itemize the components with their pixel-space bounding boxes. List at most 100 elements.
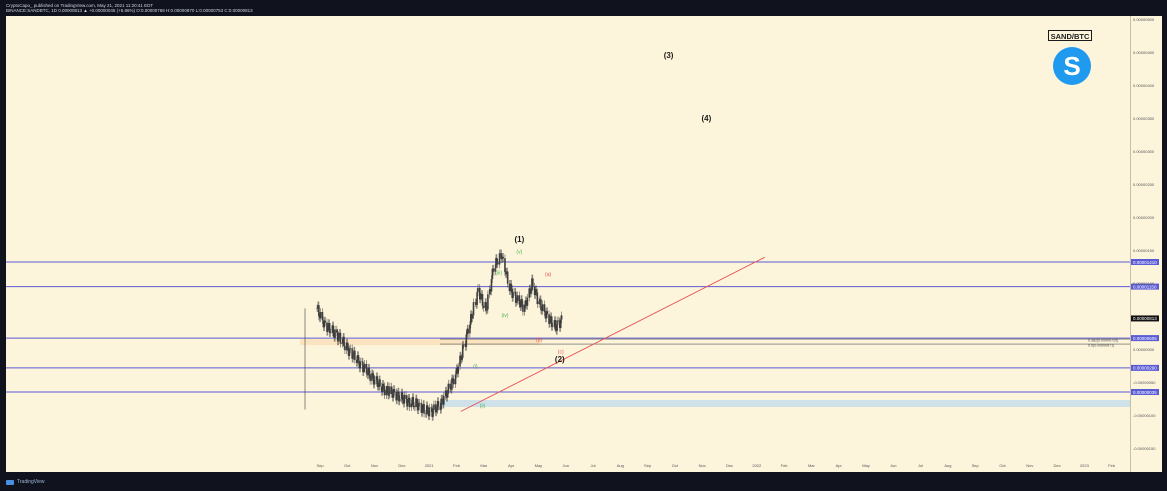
pair-badge: SAND/BTC S (1048, 30, 1092, 86)
candle-body (484, 302, 486, 308)
footer-brand: TradingView (17, 479, 45, 485)
candle-body (558, 320, 560, 322)
price-axis[interactable] (1130, 16, 1162, 472)
time-tick-label: 2023 (1080, 463, 1090, 468)
time-tick-label: Feb (453, 463, 461, 468)
time-tick-label: Nov (699, 463, 706, 468)
wave-label-major: (3) (664, 51, 674, 60)
time-tick-label: Oct (999, 463, 1006, 468)
wave-label-major: (4) (701, 114, 711, 123)
candle-body (427, 410, 430, 417)
candle-body (482, 305, 485, 308)
candle-body (556, 320, 558, 331)
price-tick-label: 0.00000400 (1133, 83, 1155, 88)
candle-body (411, 397, 414, 404)
candle-body (349, 348, 352, 350)
candle-body (508, 283, 511, 292)
candle-body (324, 320, 326, 323)
candle-body (346, 342, 349, 348)
candle-body (354, 350, 356, 360)
candle-body (407, 397, 410, 399)
candle-body (470, 314, 472, 325)
candle-body (529, 288, 531, 294)
candle-body (512, 292, 514, 298)
candle-body (457, 366, 460, 374)
candle-body (535, 289, 538, 293)
candle-body (459, 355, 461, 367)
sand-logo-icon: S (1053, 47, 1091, 85)
time-tick-label: Feb (1108, 463, 1116, 468)
candle-body (327, 323, 330, 327)
candle-body (363, 363, 366, 369)
candle-body (540, 299, 542, 310)
candle-body (328, 323, 331, 334)
candle-body (541, 309, 543, 311)
candle-body (431, 408, 433, 417)
candle-body (355, 359, 358, 363)
time-tick-label: Sep (972, 463, 980, 468)
candle-body (387, 386, 389, 396)
candle-body (560, 315, 563, 320)
candle-body (444, 390, 447, 396)
candle-body (347, 347, 350, 356)
candle-body (514, 291, 517, 303)
publisher-line: CryptoCapo_ published on TradingView.com… (6, 3, 154, 8)
candle-body (397, 391, 399, 394)
candle-body (506, 271, 509, 284)
candle-body (366, 373, 369, 376)
wave-label-minor: (v) (516, 249, 522, 255)
candle-body (475, 303, 478, 305)
candle-body (425, 413, 427, 415)
fib-label: 0.5(0.00000671) (1088, 344, 1114, 348)
candle-body (416, 398, 418, 404)
candle-body (383, 386, 386, 396)
candle-body (555, 328, 558, 331)
level-price-label: 0.00000605 (1133, 336, 1157, 341)
candle-body (514, 291, 516, 293)
candle-body (379, 379, 381, 387)
level-price-label: 0.00000290 (1133, 366, 1157, 371)
candle-body (439, 406, 442, 410)
candle-body (549, 318, 551, 324)
candle-body (342, 336, 344, 343)
time-tick-label: Nov (1026, 463, 1033, 468)
candle-body (456, 368, 459, 374)
chart-header: CryptoCapo_ published on TradingView.com… (6, 3, 606, 15)
plot-area[interactable] (6, 16, 1130, 472)
support-zone (440, 400, 1130, 407)
time-tick-label: May (535, 463, 543, 468)
candle-body (406, 399, 408, 407)
candle-body (388, 394, 390, 396)
level-price-tag (1131, 335, 1159, 342)
price-tick-label: 0.00000000 (1133, 347, 1155, 352)
candle-body (494, 268, 496, 272)
candle-body (442, 398, 444, 405)
candle-body (474, 302, 477, 304)
candle-body (318, 305, 320, 317)
tradingview-logo-icon (6, 479, 14, 485)
candle-body (479, 296, 482, 300)
candle-body (432, 409, 434, 417)
candle-body (389, 386, 391, 395)
candle-body (408, 397, 411, 408)
candle-body (551, 326, 554, 328)
candle-body (550, 316, 552, 319)
candle-body (403, 394, 406, 404)
price-tick-label: 0.00000500 (1133, 17, 1155, 22)
candle-body (365, 363, 368, 374)
candle-body (543, 304, 546, 313)
time-tick-label: Aug (617, 463, 624, 468)
candle-body (344, 345, 346, 351)
candle-body (519, 304, 522, 308)
candle-body (426, 405, 429, 411)
fib-label: 0.382(0.00000725) (1088, 339, 1118, 343)
candle-body (332, 325, 335, 334)
candle-body (336, 329, 338, 333)
resistance-zone (300, 339, 540, 346)
wave-label-minor: (i) (473, 364, 478, 370)
candle-body (334, 329, 336, 338)
candle-body (447, 383, 450, 394)
candle-body (392, 389, 395, 398)
candle-body (421, 408, 424, 413)
